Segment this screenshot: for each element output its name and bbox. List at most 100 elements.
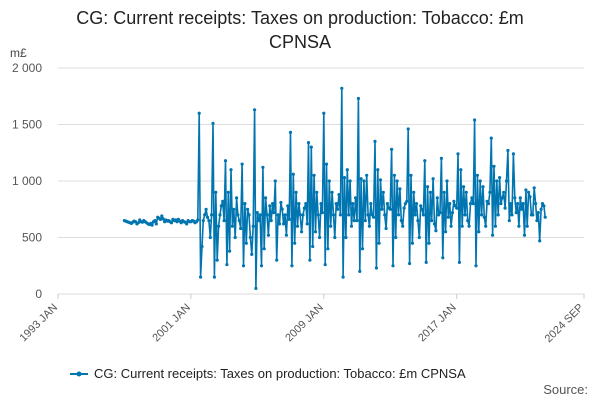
data-point (457, 260, 461, 264)
data-point (491, 233, 495, 237)
data-point (257, 219, 261, 223)
data-point (419, 204, 423, 208)
data-point (370, 213, 374, 217)
data-point (359, 177, 363, 181)
data-point (522, 233, 527, 237)
data-point (376, 168, 380, 172)
data-point (399, 219, 403, 223)
data-point (211, 121, 215, 125)
data-point (385, 202, 389, 206)
data-point (327, 179, 331, 183)
x-tick-label: 1993 JAN (17, 302, 60, 345)
data-point (272, 211, 276, 215)
data-point (154, 222, 158, 226)
data-point (313, 230, 318, 234)
data-point (320, 211, 324, 215)
data-point (225, 263, 229, 267)
data-point (273, 179, 277, 183)
chart-title-line-1: CG: Current receipts: Taxes on productio… (76, 8, 524, 28)
data-point (442, 190, 446, 194)
data-point (279, 200, 283, 205)
data-point (246, 207, 250, 211)
data-point (365, 173, 369, 177)
data-point (218, 213, 222, 217)
data-point (316, 213, 320, 217)
data-point (514, 211, 518, 215)
data-point (380, 207, 384, 211)
chart-title: CG: Current receipts: Taxes on productio… (0, 6, 600, 54)
data-point (161, 217, 165, 221)
data-point (297, 202, 301, 206)
data-point (381, 190, 385, 194)
data-point (223, 159, 228, 163)
data-point (340, 86, 344, 90)
data-point (388, 207, 392, 211)
data-point (319, 202, 323, 206)
data-point (527, 190, 531, 194)
data-point (290, 264, 294, 268)
data-point (423, 159, 427, 163)
data-point (199, 275, 203, 279)
data-point (215, 258, 219, 262)
data-point (471, 202, 475, 206)
data-point (446, 215, 450, 219)
data-point (516, 202, 520, 206)
data-point (467, 224, 471, 228)
data-point (344, 235, 348, 240)
data-point (326, 247, 330, 251)
data-point (204, 207, 208, 211)
data-point (333, 235, 337, 240)
data-point (538, 239, 542, 243)
data-point (312, 173, 316, 177)
data-point (449, 224, 453, 228)
data-point (251, 224, 255, 228)
data-point (455, 206, 459, 210)
data-point (398, 187, 402, 191)
data-point (412, 190, 416, 194)
y-tick-label: 500 (22, 231, 42, 245)
data-point (315, 190, 319, 194)
data-point (421, 213, 425, 217)
data-point (503, 206, 507, 210)
data-point (502, 190, 506, 194)
data-point (185, 222, 189, 226)
data-point (528, 195, 532, 199)
data-point (486, 202, 491, 206)
data-point (481, 185, 485, 189)
data-point (241, 264, 246, 268)
data-point (427, 241, 431, 245)
data-point (243, 202, 247, 206)
data-point (484, 224, 488, 228)
data-point (466, 219, 470, 223)
data-point (342, 176, 347, 180)
data-point (293, 241, 297, 245)
data-point (254, 286, 258, 290)
data-point (287, 217, 291, 221)
data-point (336, 207, 340, 211)
data-point (525, 224, 529, 228)
data-point (507, 219, 511, 223)
data-point (363, 219, 367, 223)
data-point (488, 190, 492, 194)
data-point (405, 199, 409, 203)
data-point (500, 196, 504, 200)
data-point (456, 152, 460, 156)
data-point (439, 156, 443, 160)
data-point (540, 202, 545, 206)
data-point (253, 108, 257, 112)
data-point (496, 213, 500, 217)
data-point (438, 211, 442, 215)
data-point (356, 96, 360, 101)
data-point (347, 213, 351, 217)
data-point (286, 204, 290, 208)
data-point (448, 202, 452, 206)
data-point (532, 186, 536, 190)
data-point (435, 196, 439, 200)
data-point (196, 218, 200, 222)
data-point (239, 226, 243, 231)
data-point (236, 213, 240, 217)
data-point (269, 219, 273, 223)
data-point (295, 224, 300, 228)
data-point (470, 196, 474, 200)
